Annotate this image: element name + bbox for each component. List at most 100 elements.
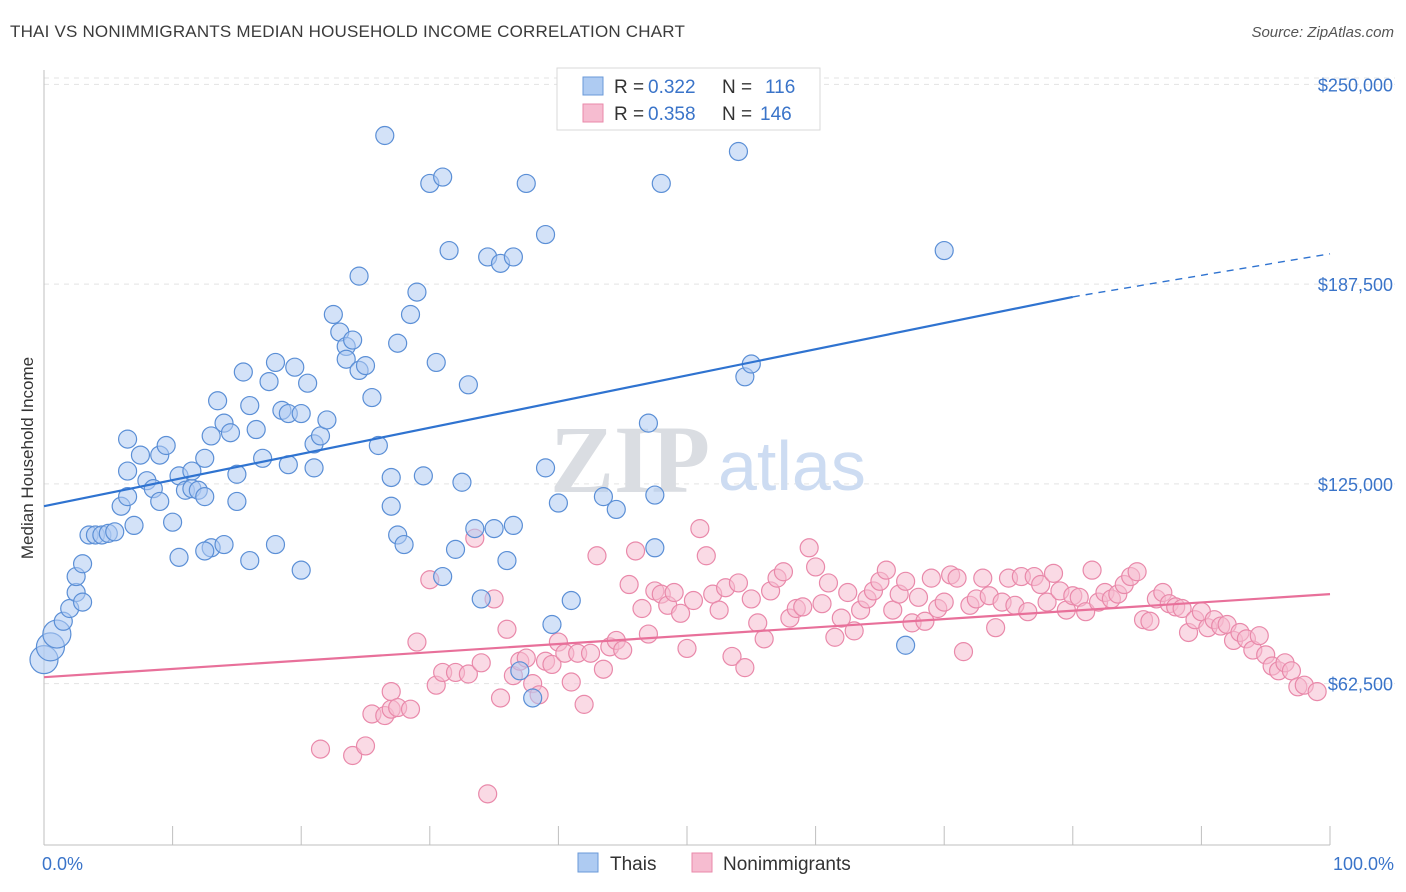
nonimmigrants-points [310, 519, 1327, 804]
thais-point [407, 282, 427, 302]
thais-point [349, 266, 369, 286]
x-tick-labels: 0.0% 100.0% [42, 854, 1394, 874]
thais-point [117, 429, 138, 449]
thais-point [645, 485, 665, 505]
nonimmigrants-point [793, 597, 813, 617]
thais-point [728, 141, 749, 162]
thais-point [240, 395, 260, 416]
thais-point [465, 519, 485, 539]
thais-point [265, 352, 286, 373]
nonimmigrants-point [1037, 592, 1057, 612]
thais-point [381, 496, 401, 516]
thais-point [317, 410, 337, 430]
nonimmigrants-point [471, 653, 491, 673]
nonimmigrants-point [580, 643, 601, 663]
thais-point [117, 487, 138, 507]
thais-point [471, 589, 491, 609]
nonimmigrants-point [896, 571, 916, 591]
thais-point [195, 541, 215, 561]
thais-point [291, 560, 311, 580]
thais-point [310, 426, 331, 446]
nonimmigrants-point [670, 603, 691, 623]
thais-point [497, 550, 517, 571]
thais-point [362, 387, 382, 408]
nonimmigrants-point [343, 745, 363, 766]
thais-point [413, 466, 433, 486]
y-tick-label: $62,500 [1328, 675, 1393, 695]
nonimmigrants-point [683, 590, 704, 611]
nonimmigrants-point [754, 629, 774, 649]
nonimmigrants-point [542, 654, 562, 675]
nonimmigrants-point [696, 546, 716, 566]
y-axis-label: Median Household Income [18, 357, 37, 559]
thais-point [503, 247, 523, 267]
thais-point [227, 464, 247, 484]
nonimmigrants-point [908, 587, 929, 607]
bottom-legend: Thais Nonimmigrants [577, 852, 851, 875]
nonimmigrants-point [818, 573, 839, 593]
thais-point [150, 491, 170, 512]
thais-point [535, 458, 556, 478]
nonimmigrants-point [690, 519, 710, 539]
legend-r-label-1: R = [614, 77, 644, 98]
nonimmigrants-point [638, 624, 659, 644]
watermark-atlas: atlas [718, 427, 866, 505]
thais-point [72, 592, 93, 612]
thais-point [195, 448, 215, 468]
thais-point [400, 304, 421, 325]
bottom-legend-swatch-nonimmigrants [691, 852, 713, 873]
thais-point [535, 224, 556, 245]
nonimmigrants-point [355, 736, 376, 756]
nonimmigrants-point [812, 594, 832, 614]
thais-point [593, 487, 614, 507]
thais-point [433, 167, 453, 187]
nonimmigrants-point [458, 664, 478, 684]
nonimmigrants-point [844, 621, 864, 641]
nonimmigrants-point [400, 699, 421, 719]
legend-box: R = 0.322 N = 116 R = 0.358 N = 146 [556, 67, 821, 131]
nonimmigrants-point [947, 568, 967, 588]
legend-swatch-thais [582, 76, 604, 96]
thais-point [368, 435, 388, 456]
nonimmigrants-point [722, 646, 742, 667]
thais-point [117, 461, 138, 481]
thais-point [291, 403, 311, 424]
axes [43, 70, 1331, 846]
thais-point [253, 448, 273, 468]
legend-r-value-2: 0.358 [648, 104, 696, 125]
y-tick-label: $250,000 [1318, 75, 1393, 95]
thais-trend-line [43, 295, 1074, 508]
nonimmigrants-point [407, 632, 427, 652]
nonimmigrants-point [1043, 563, 1064, 583]
thais-point [259, 371, 279, 392]
nonimmigrants-point [735, 658, 755, 678]
nonimmigrants-point [1076, 602, 1096, 622]
y-tick-label: $125,000 [1318, 475, 1393, 495]
thais-point [510, 661, 530, 681]
nonimmigrants-point [587, 546, 607, 566]
legend-r-value-1: 0.322 [648, 77, 696, 98]
nonimmigrants-point [1281, 661, 1302, 681]
bottom-legend-thais: Thais [610, 854, 656, 875]
thais-point [484, 519, 504, 539]
thais-point [124, 515, 144, 536]
y-tick-labels: $62,500 $125,000 $187,500 $250,000 [1318, 75, 1393, 694]
thais-point [246, 419, 266, 440]
nonimmigrants-point [838, 582, 858, 603]
thais-point [208, 391, 228, 411]
thais-point [645, 538, 665, 558]
thais-point [394, 534, 414, 555]
nonimmigrants-point [805, 557, 826, 577]
thais-point [163, 512, 183, 532]
thais-point [323, 304, 343, 325]
thais-point [638, 413, 659, 433]
legend-n-value-1: 116 [765, 77, 795, 98]
nonimmigrants-point [664, 582, 684, 603]
nonimmigrants-point [883, 600, 903, 620]
nonimmigrants-point [310, 739, 331, 759]
nonimmigrants-point [741, 589, 761, 609]
nonimmigrants-point [490, 688, 511, 708]
nonimmigrants-trend-line [43, 593, 1331, 679]
thais-point [503, 515, 523, 536]
